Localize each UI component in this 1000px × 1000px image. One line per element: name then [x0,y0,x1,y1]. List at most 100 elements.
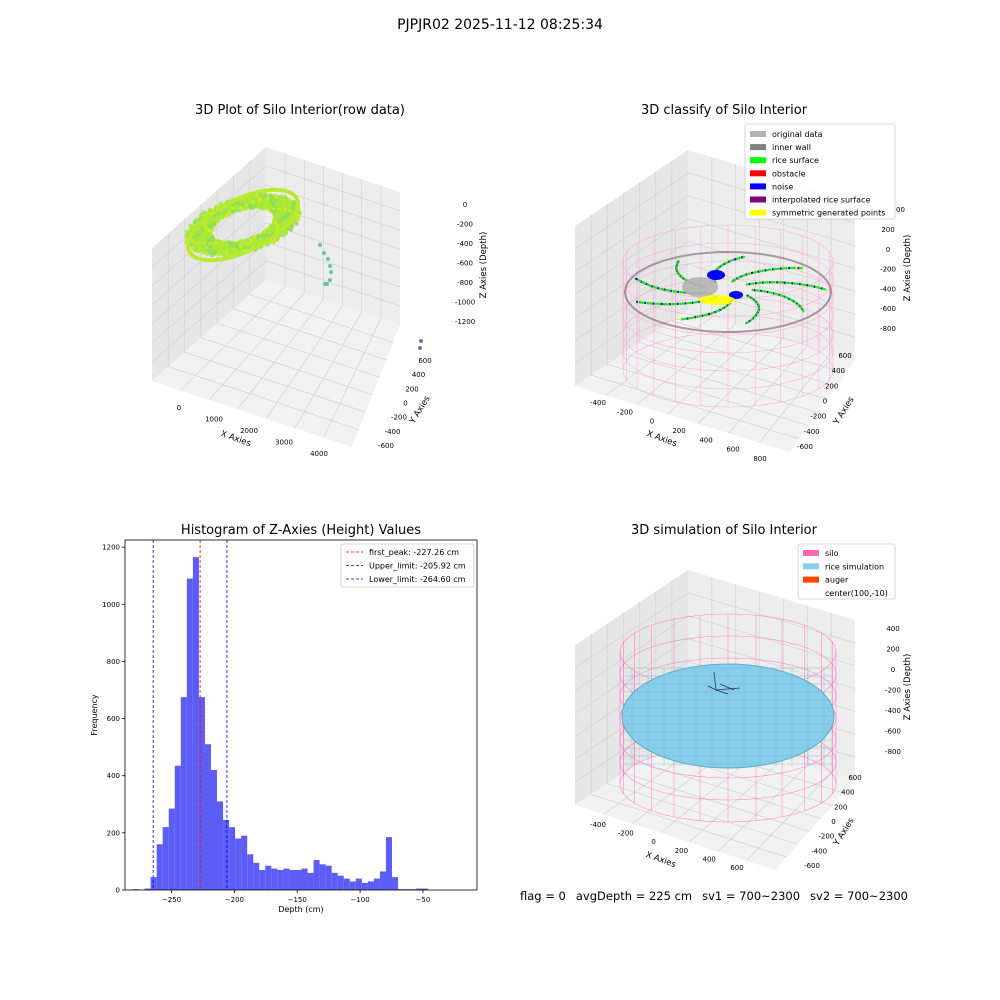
classified-point [742,255,746,258]
y-tick-label: -200 [818,833,834,841]
histogram-bar [416,888,423,890]
wall-gridline [687,592,856,644]
rice-point [216,252,221,257]
z-tick-label: 400 [886,625,899,633]
classified-point [708,312,711,316]
y-tick-label: -600 [804,862,820,870]
histogram-bar [247,854,254,890]
rice-point [238,205,244,211]
wall-gridline [574,286,689,364]
floor-gridline [180,286,286,391]
sv1-value: sv1 = 700~2300 [702,889,801,903]
classified-point [635,277,638,280]
rice-point [240,240,246,246]
histogram-bar [307,872,314,890]
x-tick-label: 400 [699,436,712,444]
rice-point [237,240,242,245]
rice-point [230,209,236,215]
z-tick-label: -400 [880,285,896,293]
rice-point [283,196,289,201]
floor-gridline [746,772,832,861]
wall-gridline [151,260,267,363]
wall-gridline [574,592,689,669]
status-line: flag = 0 avgDepth = 225 cm sv1 = 700~2300 s… [520,889,918,903]
rice-point [244,202,249,208]
floor-gridline [607,783,798,845]
rice-point [215,214,220,220]
sv2-value: sv2 = 700~2300 [810,889,908,903]
z-partial-tick: 00 [896,206,905,214]
outlier-point [419,339,423,343]
histogram-bar [277,870,284,890]
y-tick-label: -400 [811,847,827,855]
rice-point [288,227,293,232]
wall-gridline [574,195,689,273]
floor-gridline [607,363,809,427]
noise-cluster [729,291,743,299]
z-tick-label: -800 [880,325,896,333]
histogram-bar [404,889,411,890]
legend-swatch [803,576,819,583]
side-wall-pane [575,150,688,386]
y-tick-label: -400 [385,428,401,436]
histogram-bar [265,865,272,890]
histogram-bar [410,889,417,890]
rice-point [258,192,263,197]
x-tick-label: 3000 [275,439,293,447]
symmetric-patch [699,295,735,305]
rice-point [280,216,285,221]
floor-gridline [623,772,810,832]
x-axis-label: X Axies [644,850,677,870]
histogram-bar [162,827,169,890]
x-tick-label: 800 [753,455,766,463]
histogram-bar [144,888,151,890]
histogram-bar [132,889,139,890]
rice-point [192,219,197,225]
y-axis-label: Frequency [90,694,99,736]
histogram-bar [379,871,386,890]
rice-point [265,233,270,238]
wall-gridline [687,638,856,689]
z-tick-label: -800 [885,748,901,756]
x-tick-label: 2000 [240,427,258,435]
rice-point [217,211,222,216]
stray-point [328,278,332,282]
histogram-bar [150,877,157,890]
histogram-bar [253,862,260,890]
legend-swatch [750,196,766,203]
x-tick-label: 0 [177,404,181,412]
histogram-bar [229,827,236,890]
legend-swatch [750,157,766,164]
histogram-bar [259,870,266,890]
x-axis-label: Depth (cm) [278,905,323,914]
rice-point [250,195,255,200]
histogram-bar [398,889,405,890]
stray-point [328,264,332,268]
histogram-bar [361,882,368,890]
y-tick-label: -600 [378,442,394,450]
y-tick-label: 600 [838,352,851,360]
floor-pane [152,280,400,447]
legend-label: Upper_limit: -205.92 cm [369,562,466,571]
y-tick-label: 0 [403,400,407,408]
z-axis-label: Z Axies (Depth) [479,232,489,299]
rice-point [250,199,255,205]
histogram-bar [241,835,248,890]
z-tick-label: -1200 [455,318,475,326]
z-tick-label: -600 [885,728,901,736]
y-tick-label: 200 [825,382,838,390]
rice-point [273,220,278,225]
rice-point [207,224,213,229]
rice-point [275,237,280,242]
x-tick-label: −100 [350,896,369,904]
rice-point [247,203,252,208]
legend-label: noise [772,182,793,191]
y-tick-label: 1200 [102,544,120,552]
z-tick-label: -200 [880,266,896,274]
x-tick-label: 0 [650,418,654,426]
outlier-point [418,346,422,350]
rice-point [228,246,234,251]
floor-gridline [689,758,784,843]
rice-point [291,200,297,205]
legend-swatch [803,550,819,556]
